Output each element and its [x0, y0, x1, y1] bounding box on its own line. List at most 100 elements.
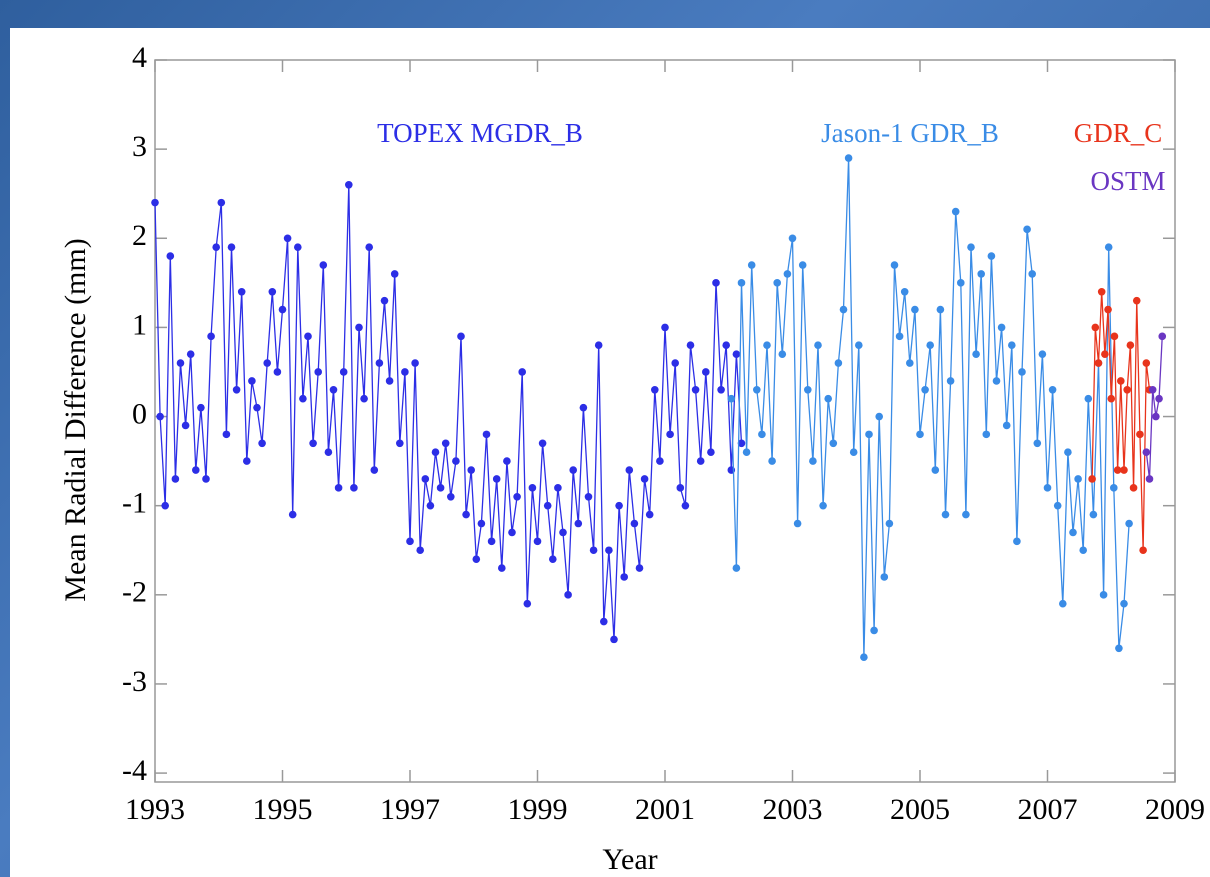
data-point	[1136, 430, 1144, 439]
data-point	[370, 466, 379, 474]
data-point	[798, 261, 807, 269]
data-point	[788, 234, 797, 243]
data-point	[166, 252, 175, 260]
data-point	[1008, 341, 1016, 350]
data-point	[1123, 386, 1131, 394]
data-point	[880, 573, 889, 581]
data-point	[151, 198, 159, 207]
data-point	[406, 537, 414, 546]
y-tick-label: 3	[132, 130, 147, 163]
data-point	[523, 599, 532, 608]
data-point	[467, 466, 476, 474]
data-point	[1104, 305, 1112, 314]
series-line	[154, 184, 743, 640]
data-point	[635, 564, 644, 572]
data-point	[916, 430, 924, 439]
data-point	[401, 368, 409, 376]
data-point	[309, 439, 317, 448]
series-label: TOPEX MGDR_B	[377, 118, 583, 148]
data-point	[492, 475, 501, 483]
y-tick-label: 0	[132, 397, 147, 430]
series-line	[1091, 291, 1151, 551]
data-point	[727, 394, 736, 403]
data-point	[1117, 377, 1125, 385]
data-point	[1069, 528, 1077, 537]
data-point	[982, 430, 991, 439]
data-point	[900, 287, 909, 296]
data-point	[676, 484, 685, 492]
data-point	[957, 279, 965, 287]
data-point	[1148, 386, 1157, 394]
data-point	[941, 510, 950, 519]
y-tick-label: -2	[122, 576, 147, 609]
data-point	[1152, 412, 1160, 421]
data-point	[1142, 359, 1151, 367]
data-point	[946, 377, 955, 385]
x-axis-label: Year	[602, 843, 657, 876]
data-point	[1038, 350, 1047, 358]
data-point	[365, 243, 374, 251]
data-point	[1023, 225, 1031, 234]
data-point	[656, 457, 664, 465]
data-point	[319, 261, 328, 269]
data-point	[630, 519, 639, 528]
data-point	[967, 243, 975, 251]
data-point	[1125, 519, 1133, 528]
x-tick-label: 2005	[890, 793, 950, 826]
data-point	[686, 341, 695, 350]
data-point	[1064, 448, 1072, 456]
data-point	[1028, 270, 1036, 278]
data-point	[390, 270, 399, 278]
data-point	[1142, 448, 1151, 456]
data-point	[294, 243, 302, 251]
x-tick-label: 2001	[635, 793, 695, 826]
data-point	[350, 484, 358, 492]
data-point	[1120, 466, 1128, 474]
data-point	[1048, 386, 1057, 394]
data-point	[778, 350, 787, 358]
series-label: GDR_C	[1074, 118, 1163, 148]
data-point	[1107, 394, 1116, 403]
data-point	[972, 350, 980, 358]
data-point	[579, 403, 588, 412]
data-point	[324, 448, 333, 456]
data-point	[1094, 359, 1103, 367]
data-point	[207, 332, 215, 341]
series-line	[1145, 336, 1163, 480]
data-point	[339, 368, 348, 376]
data-point	[1002, 421, 1011, 430]
data-point	[227, 243, 236, 251]
x-tick-label: 2003	[763, 793, 823, 826]
data-point	[360, 394, 368, 403]
data-point	[508, 528, 516, 537]
data-point	[156, 412, 164, 421]
data-point	[487, 537, 496, 546]
data-point	[747, 261, 756, 269]
data-point	[605, 546, 613, 555]
data-point	[829, 439, 838, 448]
data-point	[1158, 332, 1167, 341]
data-point	[416, 546, 425, 555]
data-point	[176, 359, 185, 367]
data-point	[314, 368, 323, 376]
data-point	[890, 261, 899, 269]
data-point	[610, 635, 618, 644]
data-point	[283, 234, 292, 243]
data-point	[472, 555, 481, 563]
data-point	[232, 386, 241, 394]
data-point	[712, 279, 720, 287]
data-point	[732, 564, 741, 572]
data-point	[253, 403, 261, 412]
data-point	[681, 501, 690, 510]
data-point	[248, 377, 256, 385]
data-point	[702, 368, 710, 376]
data-point	[696, 457, 705, 465]
data-point	[773, 279, 781, 287]
data-point	[1099, 591, 1108, 599]
data-point	[691, 386, 700, 394]
data-point	[977, 270, 985, 278]
series-line	[730, 158, 1130, 658]
data-point	[554, 484, 562, 492]
x-tick-label: 1999	[508, 793, 568, 826]
